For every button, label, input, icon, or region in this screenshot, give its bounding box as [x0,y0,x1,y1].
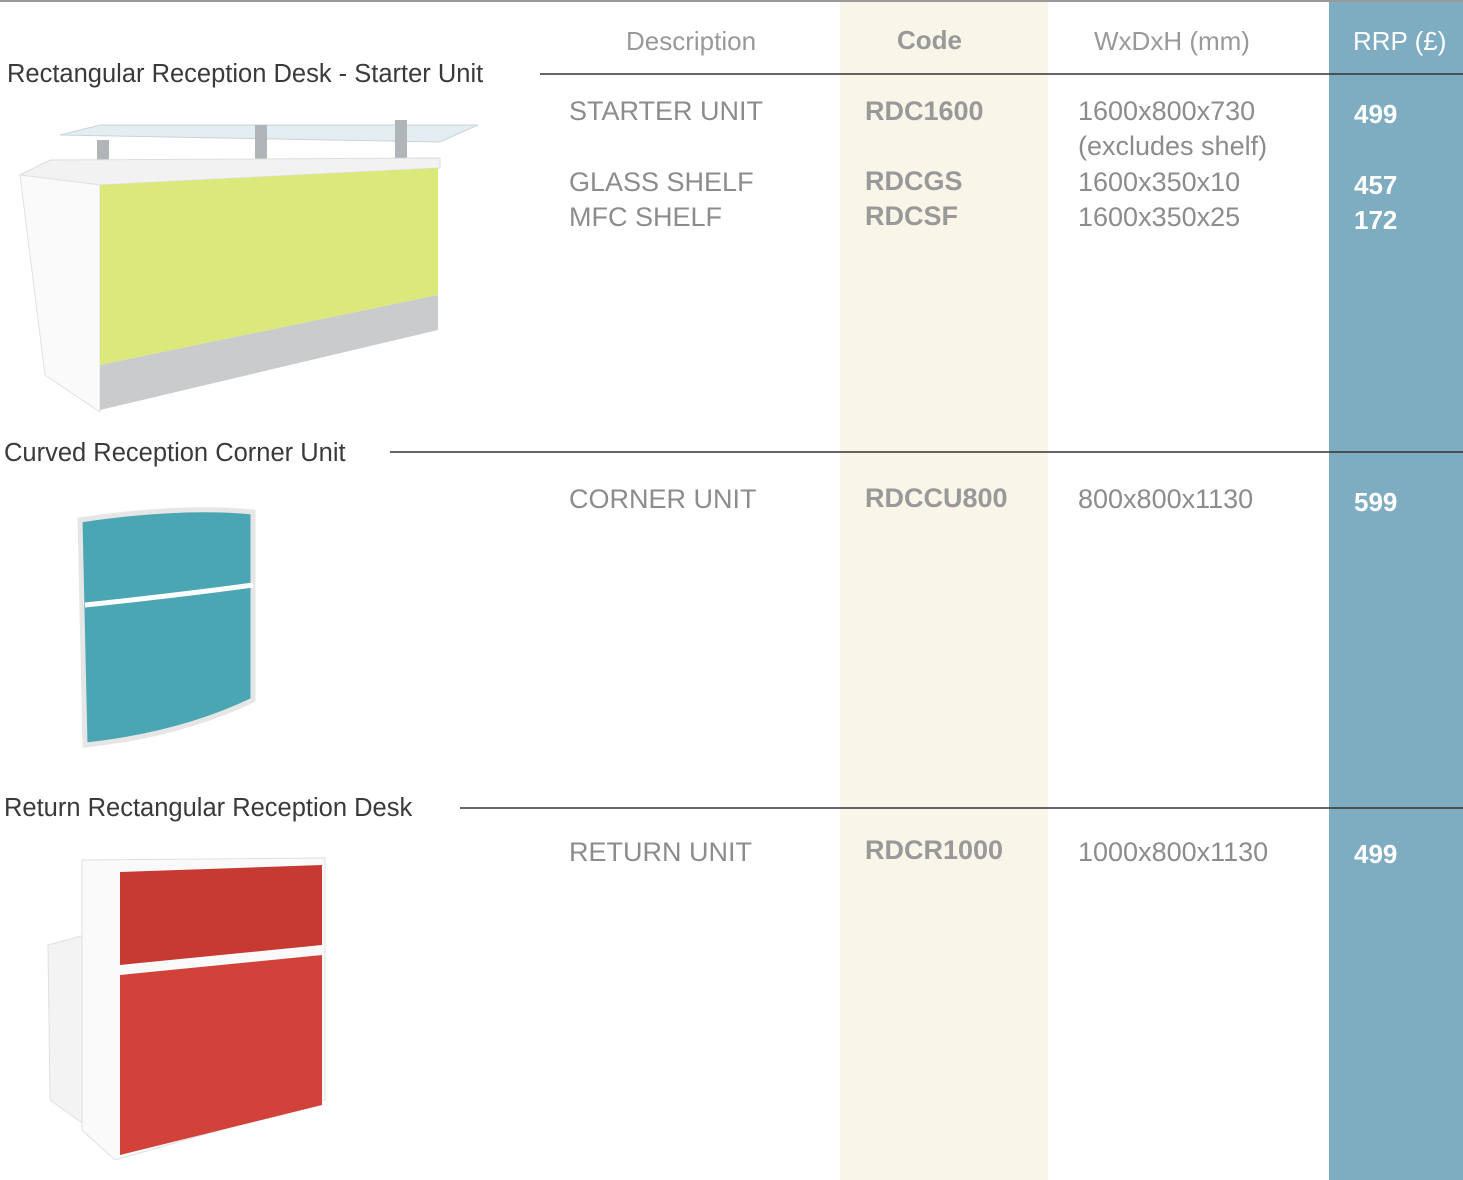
code: RDCR1000 [865,835,1004,865]
description: GLASS SHELF [569,167,754,197]
header-description: Description [626,26,757,56]
header-price: RRP (£) [1353,26,1447,56]
dimensions: 1600x800x730 [1078,96,1256,126]
price: 457 [1354,170,1398,200]
description: STARTER UNIT [569,96,764,126]
code: RDCCU800 [865,483,1008,513]
description: RETURN UNIT [569,837,752,867]
header-dimensions: WxDxH (mm) [1094,26,1250,56]
description: CORNER UNIT [569,484,757,514]
dimensions: 1000x800x1130 [1078,837,1269,867]
dimensions: 1600x350x25 [1078,202,1241,232]
code: RDC1600 [865,96,984,126]
code: RDCGS [865,166,963,196]
section-title: Return Rectangular Reception Desk [4,792,427,824]
price: 499 [1354,99,1398,129]
price: 172 [1354,205,1398,235]
note: (excludes shelf) [1078,131,1268,161]
code: RDCSF [865,201,958,231]
price: 499 [1354,839,1398,869]
header-code: Code [897,25,962,55]
section-title: Curved Reception Corner Unit [4,437,360,469]
price: 599 [1354,487,1398,517]
description: MFC SHELF [569,202,723,232]
section-title: Rectangular Reception Desk - Starter Uni… [7,58,498,90]
dimensions: 1600x350x10 [1078,167,1241,197]
dimensions: 800x800x1130 [1078,484,1254,514]
